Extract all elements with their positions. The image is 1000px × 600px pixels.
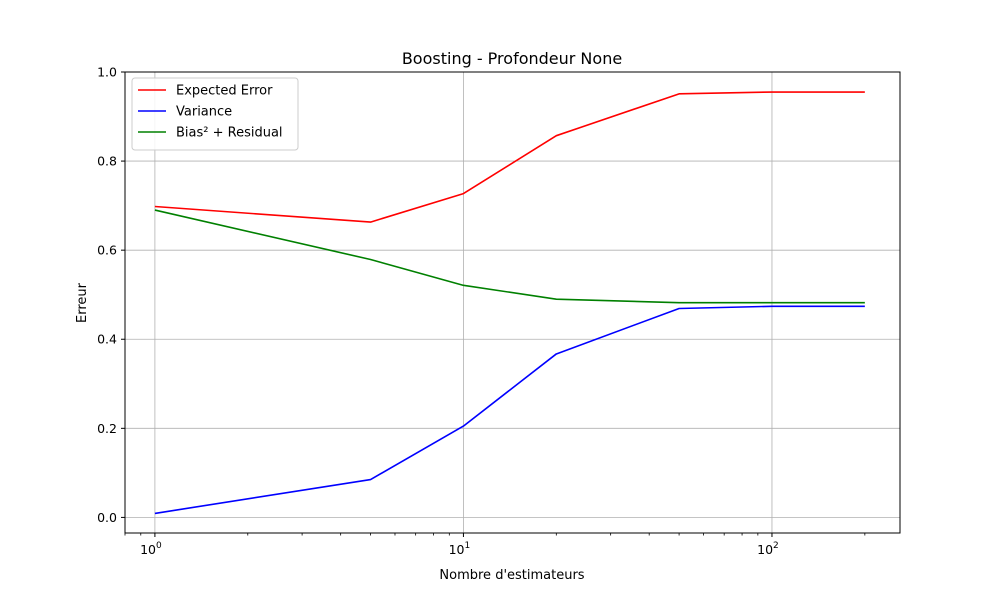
y-tick-label: 0.0 — [97, 510, 117, 525]
legend-label: Expected Error — [176, 84, 273, 99]
y-tick-label: 0.6 — [97, 243, 117, 258]
y-tick-label: 0.2 — [97, 421, 117, 436]
axis-ticks: 0.0 0.2 0.4 0.6 0.8 1.0 100 101 102 — [97, 65, 866, 557]
series-line-2 — [154, 209, 865, 304]
y-tick-label: 1.0 — [97, 65, 117, 80]
x-tick-label: 101 — [449, 541, 471, 557]
y-tick-label: 0.8 — [97, 154, 117, 169]
x-tick-label: 102 — [757, 541, 779, 557]
legend: Expected Error Variance Bias² + Residual — [131, 77, 299, 151]
x-tick-label: 100 — [140, 541, 162, 557]
x-axis-label: Nombre d'estimateurs — [439, 568, 584, 583]
chart-title: Boosting - Profondeur None — [402, 49, 622, 68]
series-line-0 — [154, 91, 865, 223]
legend-box — [131, 77, 299, 151]
plot-frame — [124, 71, 901, 534]
legend-label: Variance — [176, 105, 232, 120]
series-lines — [154, 91, 865, 515]
y-tick-label: 0.4 — [97, 332, 117, 347]
legend-label: Bias² + Residual — [176, 126, 283, 141]
series-line-1 — [154, 305, 865, 515]
y-axis-label: Erreur — [75, 282, 90, 323]
